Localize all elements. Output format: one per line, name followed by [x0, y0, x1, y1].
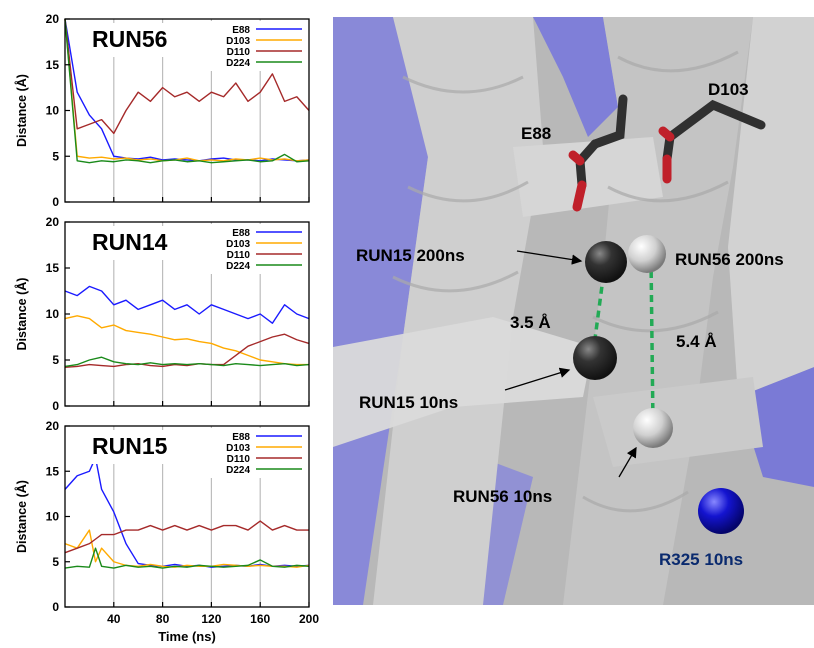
helix-ribbon-gray	[728, 17, 814, 397]
series-line-d110	[64, 333, 310, 369]
y-axis-label: Distance (Å)	[14, 278, 29, 351]
series-line-d103	[64, 315, 309, 366]
protein-structure-view: E88 D103 RUN15 200ns RUN56 200ns 3.5 Å 5…	[333, 17, 814, 605]
d103-side-chain	[658, 99, 766, 184]
helix-ribbon-gray	[373, 17, 543, 605]
series-line-d224	[64, 356, 310, 368]
series-line-d224	[64, 547, 310, 569]
y-tick-label: 10	[46, 307, 60, 321]
run56-200ns-label: RUN56 200ns	[675, 250, 784, 269]
series-line-d224	[64, 18, 310, 164]
series-line-d110	[64, 18, 310, 135]
helix-ribbon-purple	[533, 17, 618, 137]
chart-title: RUN14	[92, 229, 168, 255]
y-tick-label: 5	[52, 353, 59, 367]
legend-label-d103: D103	[226, 36, 250, 47]
y-tick-label: 20	[46, 215, 60, 229]
r325-label: R325 10ns	[659, 550, 743, 569]
y-tick-label: 15	[46, 261, 60, 275]
legend-label-e88: E88	[232, 432, 250, 443]
title-background	[84, 430, 186, 464]
helix-ribbon-gray	[333, 317, 593, 447]
run56-10ns-label: RUN56 10ns	[453, 487, 552, 506]
title-background	[84, 23, 186, 57]
helix-shading	[392, 50, 739, 513]
run56-10ns-sphere	[633, 408, 673, 448]
run15-10ns-sphere	[573, 336, 617, 380]
run15-10ns-label: RUN15 10ns	[359, 393, 458, 412]
r325-sphere	[698, 488, 744, 534]
helix-ribbon-purple	[738, 367, 814, 487]
chart-title: RUN15	[92, 433, 168, 459]
run56-200ns-sphere	[628, 235, 666, 273]
legend-label-d110: D110	[227, 454, 251, 465]
series-line-d110	[64, 520, 309, 554]
legend-label-d103: D103	[226, 239, 250, 250]
distance-run15-label: 3.5 Å	[510, 313, 551, 332]
y-tick-label: 15	[46, 58, 60, 72]
y-axis-label: Distance (Å)	[14, 74, 29, 147]
y-tick-label: 0	[52, 600, 59, 614]
legend-label-e88: E88	[232, 228, 250, 239]
helix-ribbon-gray	[593, 377, 763, 467]
e88-label: E88	[521, 124, 551, 143]
distance-run56-label: 5.4 Å	[676, 332, 717, 351]
legend-label-d224: D224	[226, 465, 250, 476]
y-tick-label: 10	[46, 510, 60, 524]
title-background	[84, 226, 186, 260]
arrow-run56-10ns	[618, 446, 637, 478]
x-tick-label: 160	[250, 612, 270, 626]
legend-label-d224: D224	[226, 58, 250, 69]
helix-ribbon-purple	[333, 17, 428, 605]
y-tick-label: 5	[52, 555, 59, 569]
x-tick-label: 40	[107, 612, 121, 626]
arrow-run15-200ns	[516, 250, 583, 265]
y-tick-label: 0	[52, 195, 59, 209]
distance-line-run56	[649, 258, 655, 426]
legend-label-d110: D110	[227, 250, 251, 261]
legend-label-d103: D103	[226, 443, 250, 454]
helix-ribbon-gray	[513, 137, 663, 217]
run15-200ns-label: RUN15 200ns	[356, 246, 465, 265]
run15-200ns-sphere	[585, 241, 627, 283]
x-axis-label: Time (ns)	[158, 629, 216, 644]
y-tick-label: 10	[46, 104, 60, 118]
y-tick-label: 20	[46, 12, 60, 26]
chart-panel-run15: 0 5 10 15 20 40 80 120 160 200 Distance (Å) Time (n…	[14, 419, 319, 644]
d103-label: D103	[708, 80, 749, 99]
series-line-e88	[64, 285, 310, 324]
legend-label-e88: E88	[232, 25, 250, 36]
e88-side-chain	[568, 94, 628, 212]
chart-title: RUN56	[92, 26, 167, 52]
y-tick-label: 0	[52, 399, 59, 413]
series-line-d103	[64, 18, 310, 162]
y-tick-label: 15	[46, 464, 60, 478]
legend-label-d110: D110	[227, 47, 251, 58]
y-tick-label: 20	[46, 419, 60, 433]
y-axis-label: Distance (Å)	[14, 480, 29, 553]
x-tick-label: 120	[201, 612, 221, 626]
arrow-run15-10ns	[504, 367, 571, 391]
y-tick-label: 5	[52, 149, 59, 163]
x-tick-label: 200	[299, 612, 319, 626]
x-tick-label: 80	[156, 612, 170, 626]
legend-label-d224: D224	[226, 261, 250, 272]
